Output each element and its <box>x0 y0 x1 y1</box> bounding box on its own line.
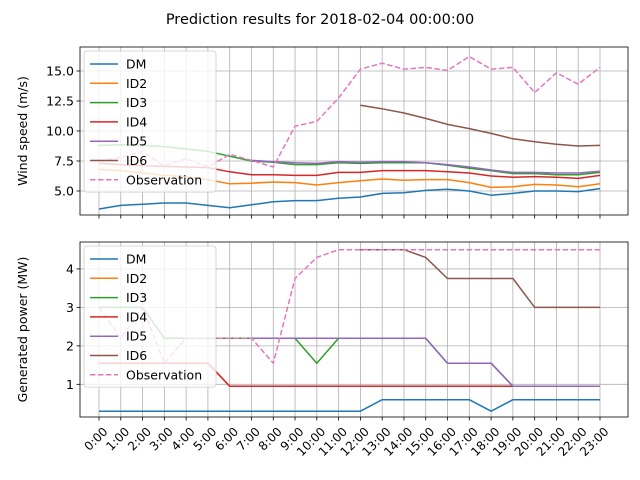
chart-panel-2: 1 2 3 4 0:001:002:003:004:005:006:007:008:00… <box>15 241 629 459</box>
x-tick-label: 1:00 <box>103 425 132 454</box>
legend-label-id5: ID5 <box>126 134 147 149</box>
legend: DM ID2 ID3 ID4 ID5 ID6 Observation <box>83 50 217 193</box>
y-tick-label: 1 <box>66 377 74 392</box>
y-tick-label: 10.0 <box>46 124 74 139</box>
legend-label-id2: ID2 <box>126 76 147 91</box>
x-tick-label: 2:00 <box>125 425 154 454</box>
series-line-dm <box>98 187 601 210</box>
series-line-dm <box>99 398 600 412</box>
x-tick-label: 8:00 <box>256 425 285 454</box>
legend-label-id6: ID6 <box>126 153 147 168</box>
legend-label-id4: ID4 <box>126 114 147 129</box>
x-tick-label: 6:00 <box>212 425 241 454</box>
y-tick-label: 7.5 <box>54 154 74 169</box>
legend-label-observation: Observation <box>126 367 202 382</box>
y-tick-label: 3 <box>66 300 74 315</box>
legend-label-id4: ID4 <box>126 309 147 324</box>
legend-label-id6: ID6 <box>126 348 147 363</box>
legend-label-id2: ID2 <box>126 271 147 286</box>
y-axis-label: Wind speed (m/s) <box>15 76 30 186</box>
x-tick-label: 5:00 <box>190 425 219 454</box>
legend-label-id3: ID3 <box>126 290 147 305</box>
legend: DM ID2 ID3 ID4 ID5 ID6 Observation <box>83 245 217 388</box>
y-tick-label: 5.0 <box>54 184 74 199</box>
legend-label-observation: Observation <box>126 172 202 187</box>
y-tick-label: 4 <box>66 261 74 276</box>
figure-title: Prediction results for 2018-02-04 00:00:… <box>166 12 474 28</box>
legend-label-id5: ID5 <box>126 329 147 344</box>
chart-panel-1: 5.0 7.5 10.0 12.5 15.0 Wind speed (m/s) DM ID2 I… <box>15 46 629 219</box>
series-line-id6 <box>360 104 601 147</box>
x-tick-label: 4:00 <box>169 425 198 454</box>
series-line-id5 <box>251 159 601 174</box>
y-tick-label: 12.5 <box>46 94 74 109</box>
legend-box <box>83 50 217 193</box>
legend-box <box>83 245 217 388</box>
y-tick-label: 2 <box>66 338 74 353</box>
y-tick-label: 15.0 <box>46 64 74 79</box>
x-tick-label: 0:00 <box>82 425 111 454</box>
legend-label-dm: DM <box>126 252 146 267</box>
x-tick-label: 7:00 <box>234 425 263 454</box>
legend-label-dm: DM <box>126 57 146 72</box>
x-tick-label: 3:00 <box>147 425 176 454</box>
legend-label-id3: ID3 <box>126 95 147 110</box>
series-line-id5 <box>251 337 600 387</box>
axes-frame <box>79 241 629 418</box>
y-axis-label: Generated power (MW) <box>15 257 30 403</box>
series-line-id6 <box>360 248 600 309</box>
